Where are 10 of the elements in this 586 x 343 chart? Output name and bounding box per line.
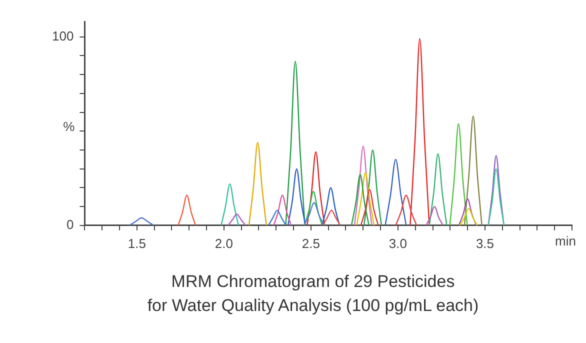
x-tick-label: 3.0 [388, 236, 407, 251]
x-tick-label: 3.5 [476, 236, 494, 251]
x-tick-label: 1.5 [128, 236, 146, 251]
x-tick-label: 2.5 [302, 236, 320, 251]
x-axis-title: min [555, 233, 576, 248]
y-tick-label: 100 [52, 28, 74, 44]
text: MRM Chromatogram of 29 Pesticides for Water Quality Analysis (100 pg/mL each) [146, 271, 480, 317]
y-tick-label: 0 [66, 216, 74, 232]
x-tick-label: 2.0 [214, 236, 233, 251]
y-axis-title: % [63, 118, 76, 134]
